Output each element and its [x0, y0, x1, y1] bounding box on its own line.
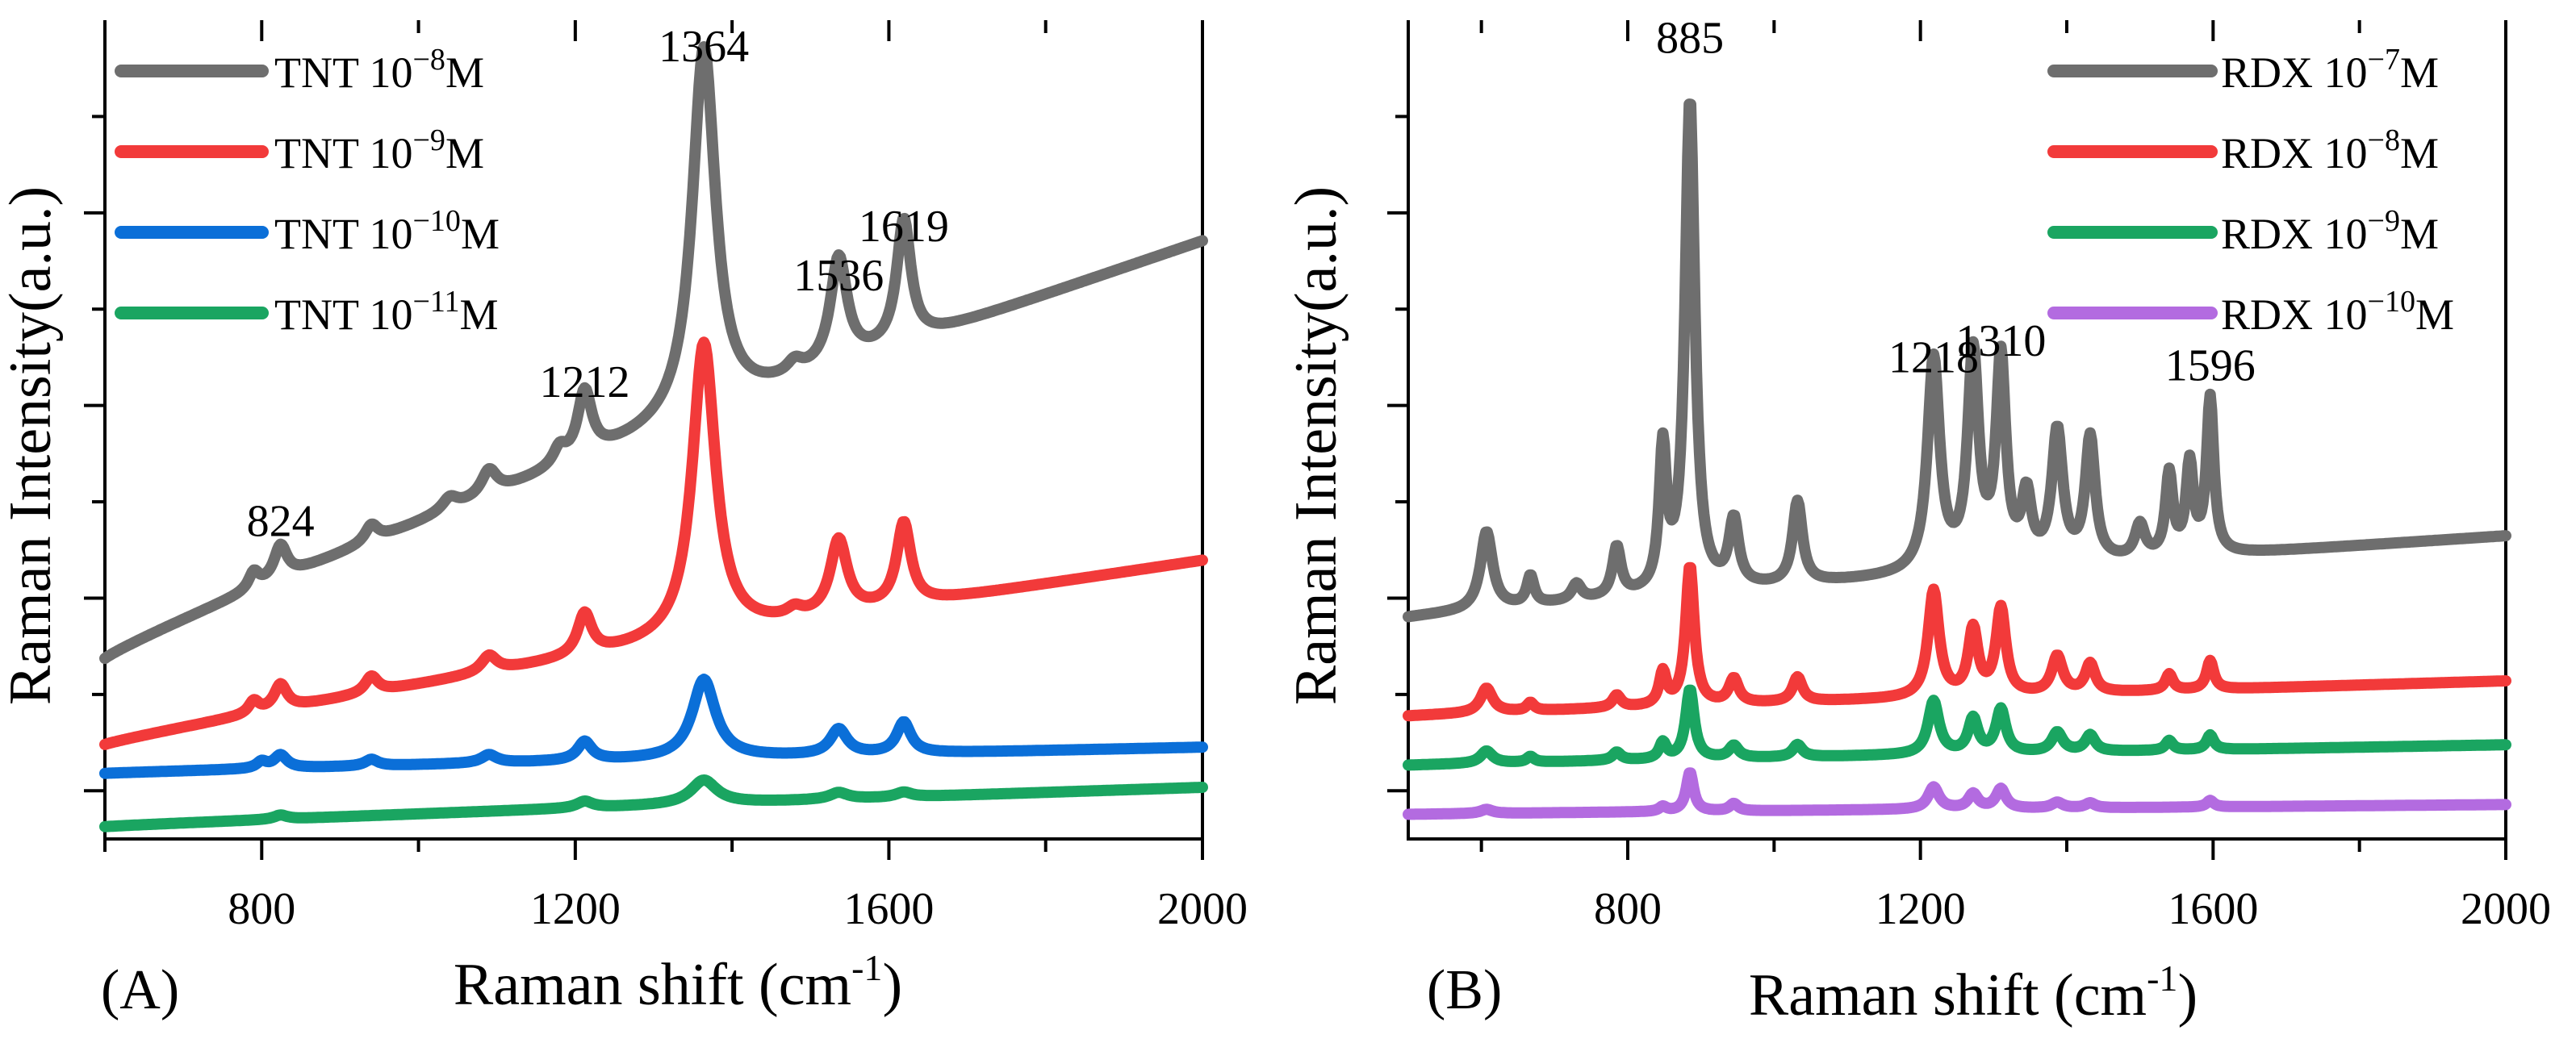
x-tick-label: 2000 — [2461, 884, 2551, 934]
series-line-0 — [99, 41, 1208, 665]
legend-label: TNT 10−10M — [274, 204, 500, 258]
legend-label: RDX 10−10M — [2221, 285, 2454, 339]
series-line-2 — [1403, 684, 2511, 771]
x-tick-label: 800 — [228, 884, 295, 934]
series-line-1 — [1403, 561, 2511, 722]
legend-label: TNT 10−11M — [274, 285, 499, 339]
panel-label: (A) — [101, 959, 179, 1021]
x-tick-label: 1200 — [530, 884, 621, 934]
x-tick-label: 2000 — [1157, 884, 1248, 934]
peak-label: 1536 — [793, 251, 884, 301]
peak-label: 1218 — [1888, 332, 1979, 382]
axis-frame — [103, 20, 1204, 841]
series-line-0 — [1403, 98, 2511, 623]
series-line-2 — [99, 674, 1208, 779]
x-tick-label: 800 — [1594, 884, 1662, 934]
panel-label: (B) — [1427, 959, 1502, 1021]
x-axis-label: Raman shift (cm-1) — [1749, 958, 2198, 1029]
peak-label: 1596 — [2165, 341, 2256, 391]
x-axis-label: Raman shift (cm-1) — [454, 947, 902, 1018]
legend-label: RDX 10−9M — [2221, 204, 2439, 258]
peak-label: 885 — [1656, 14, 1724, 64]
x-tick-label: 1200 — [1876, 884, 1966, 934]
series-line-1 — [99, 336, 1208, 750]
legend-label: RDX 10−8M — [2221, 123, 2439, 177]
peak-label: 1310 — [1955, 316, 2046, 366]
series-line-3 — [99, 774, 1208, 832]
x-tick-label: 1600 — [2168, 884, 2258, 934]
y-axis-label: Raman Intensity(a.u.) — [1283, 186, 1349, 705]
x-tick-label: 1600 — [843, 884, 934, 934]
legend-label: TNT 10−9M — [274, 123, 484, 177]
y-axis-label: Raman Intensity(a.u.) — [0, 186, 64, 705]
legend-label: TNT 10−8M — [274, 43, 484, 97]
peak-label: 1619 — [859, 202, 949, 252]
peak-label: 1364 — [659, 22, 749, 72]
series-line-3 — [1403, 767, 2511, 820]
peak-label: 824 — [247, 496, 315, 546]
axis-frame — [1407, 20, 2507, 841]
peak-label: 1212 — [540, 357, 630, 407]
legend-label: RDX 10−7M — [2221, 43, 2439, 97]
